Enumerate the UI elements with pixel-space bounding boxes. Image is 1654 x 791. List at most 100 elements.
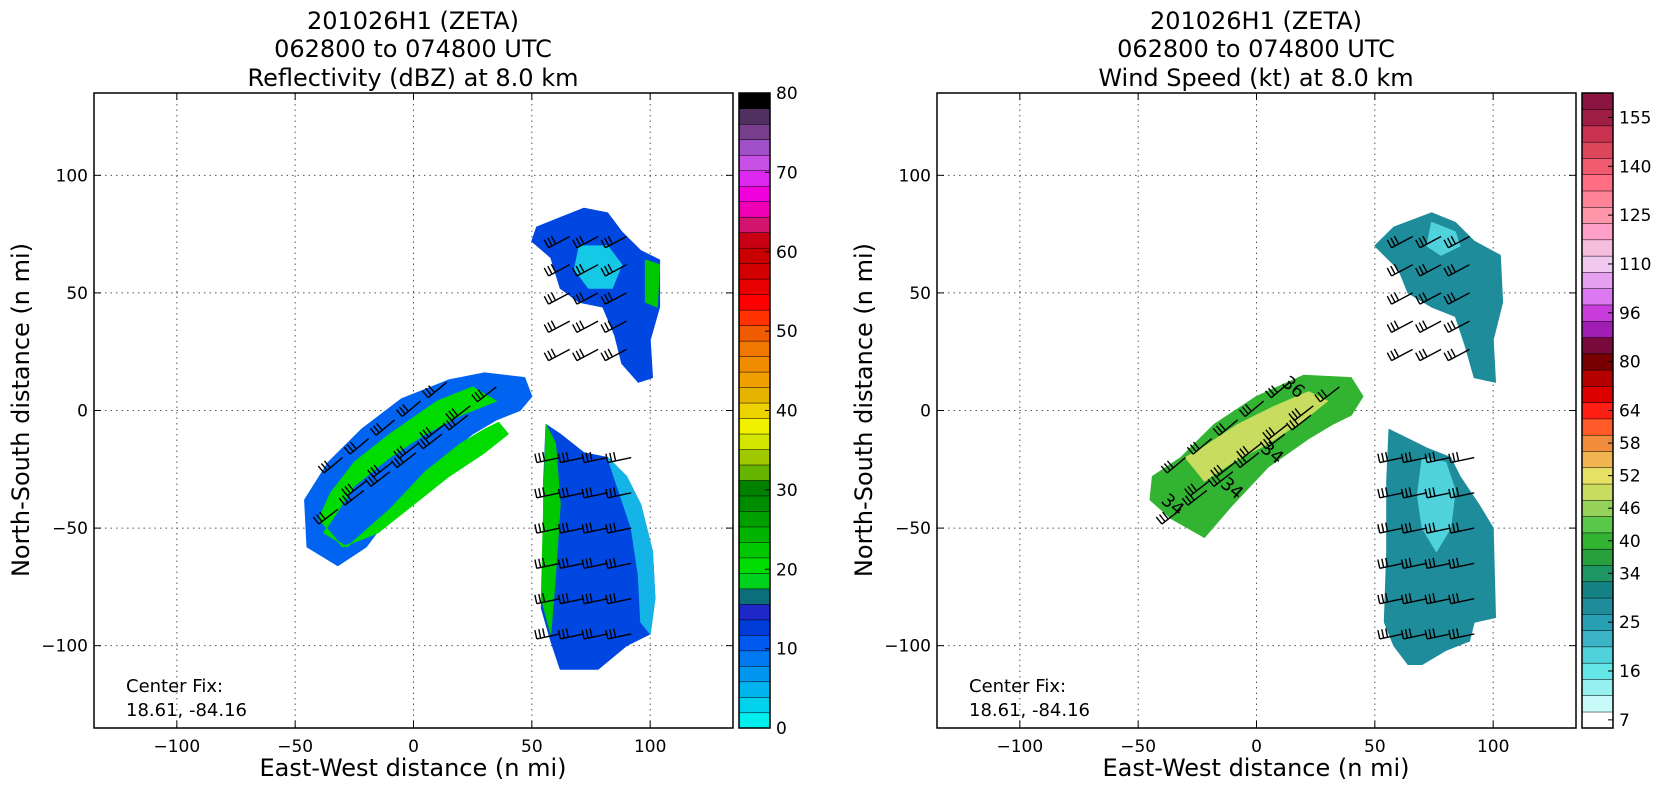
- wind-barb-feather: [543, 352, 550, 361]
- wind-barb-feather: [422, 429, 430, 438]
- right-title-line1: 201026H1 (ZETA): [1150, 7, 1362, 35]
- colorbar-bin: [1581, 385, 1614, 403]
- wind-barb-feather: [338, 497, 346, 506]
- wind-barb-feather: [1400, 488, 1405, 498]
- wind-barb-feather: [445, 413, 452, 422]
- wind-barb-feather: [1386, 352, 1393, 361]
- wind-barb-feather: [609, 488, 613, 498]
- wind-barb-feather: [367, 469, 374, 478]
- wind-barb-feather: [1381, 488, 1385, 498]
- wind-barb-feather: [565, 522, 569, 532]
- wind-barb-feather: [1390, 237, 1396, 247]
- wind-barb-feather: [1236, 450, 1243, 459]
- wind-barb-feather: [372, 425, 380, 434]
- right-title-line3: Wind Speed (kt) at 8.0 km: [1098, 64, 1413, 92]
- right-wind-barbs: [1155, 235, 1475, 640]
- colorbar-tick-label: 155: [1619, 108, 1651, 128]
- colorbar-bin: [738, 495, 771, 512]
- wind-barb-feather: [1422, 292, 1428, 301]
- wind-barb-feather: [1446, 322, 1453, 331]
- wind-barb-feather: [561, 629, 566, 639]
- wind-barb-feather: [1456, 451, 1460, 462]
- wind-barb-feather: [1393, 263, 1400, 273]
- wind-barb-feather: [1288, 413, 1295, 422]
- wind-barb-feather: [1452, 593, 1456, 603]
- colorbar-bin: [1581, 239, 1614, 257]
- wind-barb-feather: [1158, 514, 1166, 523]
- wind-barb-feather: [607, 320, 613, 329]
- colorbar-bin: [738, 650, 771, 667]
- wind-barb-feather: [1446, 265, 1453, 275]
- wind-barb-staff: [1265, 433, 1286, 450]
- colorbar-bin: [1581, 516, 1614, 534]
- region-northeast-band: [531, 207, 661, 383]
- region-south-band: [1383, 428, 1496, 665]
- wind-barb-feather: [557, 594, 562, 604]
- colorbar-tick-label: 46: [1619, 499, 1641, 519]
- wind-barb-feather: [425, 426, 433, 435]
- wind-barb-feather: [581, 629, 585, 640]
- wind-barb-feather: [1408, 593, 1412, 603]
- wind-barb-feather: [605, 488, 609, 498]
- colorbar-bin: [738, 510, 771, 528]
- wind-barb-feather: [1386, 267, 1393, 277]
- colorbar-tick-label: 0: [776, 719, 787, 739]
- wind-barb-feather: [1452, 452, 1456, 462]
- colorbar-bin: [738, 557, 771, 574]
- right-y-axis-label: North-South distance (n mi): [850, 243, 878, 577]
- wind-barb-feather: [1456, 557, 1460, 567]
- wind-barb-feather: [538, 452, 542, 462]
- colorbar-bin: [1581, 336, 1614, 355]
- wind-barb-feather: [1404, 523, 1409, 533]
- colorbar-bin: [738, 712, 771, 729]
- wind-barb-feather: [607, 235, 613, 245]
- wind-barb-feather: [1377, 453, 1381, 463]
- colorbar-tick-label: 20: [776, 560, 798, 580]
- region-northeast-light: [1426, 221, 1461, 256]
- wind-barb-feather: [402, 404, 409, 412]
- wind-barb-feather: [1432, 451, 1436, 462]
- wind-barb-feather: [550, 348, 557, 358]
- colorbar-bin: [1581, 695, 1614, 713]
- wind-barb-feather: [543, 267, 550, 277]
- wind-barb-feather: [1239, 448, 1247, 457]
- wind-barb-feather: [343, 446, 351, 455]
- wind-barb-feather: [1268, 426, 1276, 435]
- wind-barb-feather: [581, 559, 585, 569]
- wind-barb-feather: [312, 516, 320, 525]
- x-tick-label: 0: [1251, 737, 1262, 757]
- wind-barb-feather: [605, 629, 609, 640]
- wind-barb-feather: [471, 394, 478, 403]
- wind-barb-feather: [1393, 235, 1400, 245]
- wind-barb-feather: [1404, 452, 1409, 462]
- right-x-axis-label: East-West distance (n mi): [1102, 754, 1409, 782]
- wind-barb-feather: [1385, 557, 1389, 567]
- wind-barb-feather: [1415, 239, 1421, 249]
- wind-barb-feather: [605, 594, 609, 604]
- wind-barb-feather: [603, 294, 610, 303]
- wind-barb-feather: [542, 628, 546, 638]
- wind-barb-feather: [534, 594, 538, 604]
- x-tick-label: −50: [1120, 737, 1156, 757]
- wind-barb-feather: [538, 558, 542, 568]
- y-tick-label: −50: [52, 519, 88, 539]
- wind-barb-feather: [579, 348, 585, 358]
- wind-barb-feather: [565, 628, 569, 638]
- wind-barb-feather: [399, 445, 407, 454]
- wind-barb-feather: [581, 524, 585, 534]
- right-ticks: −100 −50 0 50 100 −100 −50 0 50 100: [884, 93, 1576, 757]
- wind-barb-feather: [1285, 422, 1293, 431]
- x-tick-label: −100: [996, 737, 1043, 757]
- wind-barb-feather: [572, 324, 578, 333]
- wind-barb-feather: [613, 522, 617, 532]
- wind-barb-feather: [609, 558, 613, 568]
- wind-barb-feather: [1400, 524, 1405, 534]
- wind-barb-feather: [579, 320, 585, 329]
- wind-barb-feather: [1162, 511, 1169, 520]
- colorbar-tick-label: 140: [1619, 157, 1651, 177]
- wind-barb-staff: [401, 400, 422, 418]
- wind-barb-feather: [609, 629, 613, 639]
- wind-barb-feather: [557, 629, 562, 640]
